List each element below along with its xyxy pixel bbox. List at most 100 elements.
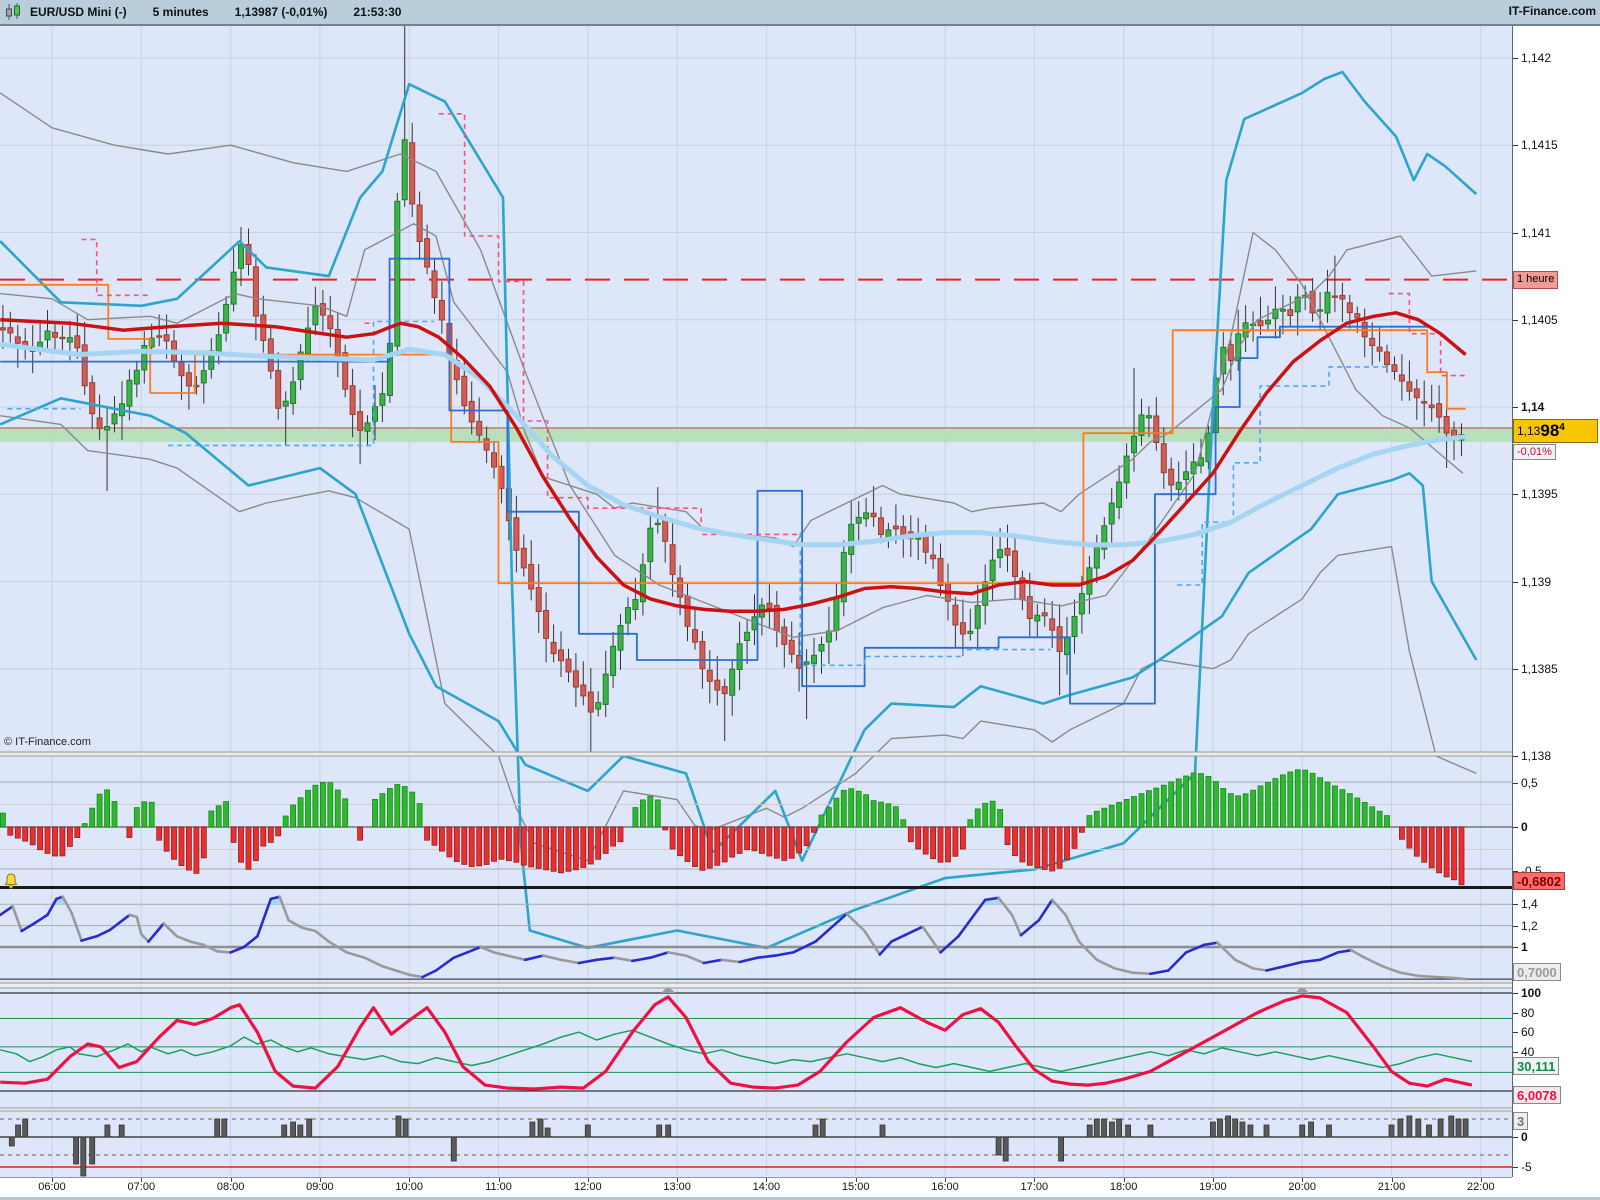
time-tick-label: 08:00 [216,1181,245,1193]
time-tick [409,1178,411,1182]
time-tick [587,1178,589,1182]
price-tick-label: 1,1415 [1521,138,1558,153]
bottom-strip [0,1197,1600,1200]
panel-separator[interactable] [0,982,1512,989]
time-tick [1480,1178,1482,1182]
time-tick-label: 22:00 [1467,1181,1495,1193]
brand-label: IT-Finance.com [1508,4,1596,18]
stochastic-red-line [0,994,1473,1091]
ratio-tick-tick [1513,925,1518,927]
price-tick-label: 1,138 [1521,749,1552,763]
oscillator-panel [0,769,1512,886]
price-tick-tick [1513,756,1518,757]
price-tick-tick [1513,494,1518,496]
stochastic-red-value-badge: 6,0078 [1513,1086,1561,1104]
oscillator-tick-label: 0,5 [1521,776,1538,790]
time-tick-label: 12:00 [574,1181,602,1193]
alert-bell-icon[interactable] [3,872,19,890]
stochastic-tick-tick [1513,1012,1518,1014]
stochastic-green-value-badge: 30,111 [1513,1057,1560,1075]
time-tick [1391,1178,1393,1182]
blue-step-line [0,257,1429,705]
time-tick-label: 17:00 [1020,1181,1049,1193]
price-tick-label: 1,141 [1521,225,1552,240]
time-tick-label: 14:00 [752,1181,781,1193]
time-tick [1212,1178,1214,1182]
time-tick [1302,1178,1304,1182]
price-tick-label: 1,1385 [1521,661,1558,676]
time-tick-label: 10:00 [395,1181,423,1193]
bar-count-tick-tick [1513,1167,1518,1168]
one-hour-level-badge: 1 heure [1513,271,1559,289]
time-tick [855,1178,857,1182]
price-axis[interactable]: 1,142 1,1415 1,141 1,1405 1,14 1,1395 1,139 1,1… [1512,26,1600,1177]
oscillator-tick-tick [1513,871,1518,872]
time-axis[interactable]: 06:00 07:00 08:00 09:00 10:00 11:00 12:00 13:00… [0,1177,1512,1198]
ratio-panel [0,895,1512,981]
stochastic-tick-label: 60 [1521,1025,1535,1040]
orange-step-line [0,283,1466,585]
price-tick-label: 1,142 [1521,51,1552,65]
time-tick-label: 16:00 [931,1181,959,1193]
price-tick-tick [1513,319,1518,321]
price-tick-tick [1513,581,1518,583]
pink-dashed-trail [1388,292,1466,377]
gray-band-mid [0,92,1464,638]
time-tick [319,1178,321,1182]
axis-corner [1512,1177,1600,1197]
ratio-tick-tick [1513,947,1518,948]
pink-dashed-trail [438,113,798,536]
lightblue-dashed-trail [1177,366,1387,586]
stochastic-tick-label: 80 [1521,1005,1535,1020]
oscillator-tick-tick [1513,783,1518,784]
copyright-watermark: © IT-Finance.com [4,736,91,748]
time-tick [677,1178,679,1182]
time-tick [498,1178,500,1182]
time-tick-label: 18:00 [1109,1181,1138,1193]
stochastic-tick-tick [1513,1032,1518,1034]
bar-count-value-badge: 3 [1513,1112,1529,1130]
clock: 21:53:30 [353,5,402,19]
lightblue-dashed-trail [168,320,435,447]
last-price-and-change: 1,13987 (-0,01%) [234,5,328,19]
ratio-value-badge: 0,7000 [1513,963,1561,981]
candlestick-chart-icon [6,3,20,20]
ratio-tick-label: 1 [1521,940,1528,954]
price-tick-label: 1,14 [1521,400,1545,414]
oscillator-tick-label: 0 [1521,820,1528,834]
price-prefix: 1,13 [1517,424,1541,438]
ratio-tick-label: 1,2 [1521,918,1538,933]
instrument-name: EUR/USD Mini (-) [30,5,127,19]
time-tick-label: 07:00 [127,1181,156,1193]
price-superscript: 4 [1559,421,1565,433]
bar-count-tick-label: -5 [1521,1160,1532,1174]
stochastic-tick-label: 40 [1521,1044,1535,1059]
current-price-badge: 1,13 98 4 [1513,419,1598,443]
price-tick-label: 1,1395 [1521,487,1558,502]
time-tick-label: 15:00 [841,1181,870,1193]
price-digits: 98 [1540,421,1560,440]
title-bar: EUR/USD Mini (-) 5 minutes 1,13987 (-0,0… [0,0,1600,26]
panel-separator[interactable] [0,1107,1512,1112]
fast-ma-red [0,311,1467,613]
time-tick [1034,1178,1036,1182]
timeframe-label: 5 minutes [152,5,209,19]
price-tick-tick [1513,407,1518,408]
time-tick [1123,1178,1125,1182]
bar-count-panel [0,1115,1512,1177]
time-tick [945,1178,946,1182]
stochastic-tick-tick [1513,1051,1518,1053]
slow-ma-pale-blue [0,341,1466,548]
chart-canvas[interactable] [0,26,1512,1177]
panel-separator[interactable] [0,751,1512,757]
ratio-tick-tick [1513,904,1518,906]
time-tick [230,1178,232,1182]
bar-count-tick-tick [1513,1137,1518,1138]
price-tick-tick [1513,232,1518,234]
stochastic-green-line [0,1029,1473,1073]
price-tick-tick [1513,145,1518,147]
panel-separator[interactable] [0,886,1512,889]
time-tick-label: 11:00 [485,1181,512,1193]
price-tick-tick [1513,58,1518,59]
